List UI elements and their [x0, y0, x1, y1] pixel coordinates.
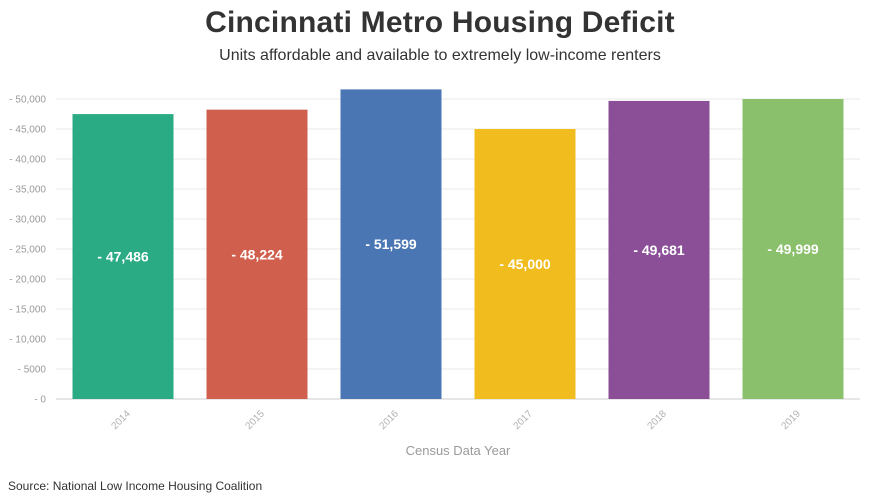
bar-2017[interactable]	[474, 129, 576, 399]
bar-2016[interactable]	[340, 89, 442, 399]
bar-value-label: - 47,486	[97, 249, 149, 265]
y-tick-label: - 0	[34, 395, 46, 406]
y-tick-label: - 50,000	[9, 95, 46, 106]
y-tick-label: - 10,000	[9, 335, 46, 346]
chart-title: Cincinnati Metro Housing Deficit	[205, 6, 675, 39]
x-tick-label: 2015	[243, 408, 267, 432]
bar-value-label: - 49,999	[767, 241, 819, 257]
y-tick-label: - 25,000	[9, 245, 46, 256]
y-tick-label: - 40,000	[9, 155, 46, 166]
y-axis-ticks: - 0 - 5000 - 10,000 - 15,000 - 20,000 - 25,00…	[9, 95, 46, 406]
y-tick-label: - 45,000	[9, 125, 46, 136]
x-tick-label: 2019	[779, 408, 803, 432]
x-tick-label: 2017	[511, 408, 535, 432]
x-tick-label: 2016	[377, 408, 401, 432]
bar-2018[interactable]	[608, 100, 710, 399]
bar-2015[interactable]	[206, 109, 308, 399]
y-tick-label: - 20,000	[9, 275, 46, 286]
y-tick-label: - 30,000	[9, 215, 46, 226]
y-tick-label: - 5000	[18, 365, 47, 376]
bar-value-label: - 45,000	[499, 256, 551, 272]
bar-chart: - 0 - 5000 - 10,000 - 15,000 - 20,000 - 25,00…	[9, 89, 860, 458]
bar-value-label: - 51,599	[365, 236, 417, 252]
x-axis-label: Census Data Year	[406, 443, 511, 458]
gridlines	[56, 98, 860, 400]
y-tick-label: - 35,000	[9, 185, 46, 196]
x-tick-label: 2018	[645, 408, 669, 432]
y-tick-label: - 15,000	[9, 305, 46, 316]
bars: - 47,486 - 48,224 - 51,599 - 45,000 - 49,681…	[72, 89, 844, 400]
x-axis-ticks: 2014 2015 2016 2017 2018 2019	[109, 408, 803, 432]
bar-2019[interactable]	[742, 99, 844, 400]
chart-subtitle: Units affordable and available to extrem…	[219, 47, 661, 64]
bar-value-label: - 49,681	[633, 242, 685, 258]
bar-value-label: - 48,224	[231, 246, 283, 262]
bar-2014[interactable]	[72, 114, 174, 400]
source-note: Source: National Low Income Housing Coal…	[8, 479, 263, 493]
x-tick-label: 2014	[109, 408, 133, 432]
